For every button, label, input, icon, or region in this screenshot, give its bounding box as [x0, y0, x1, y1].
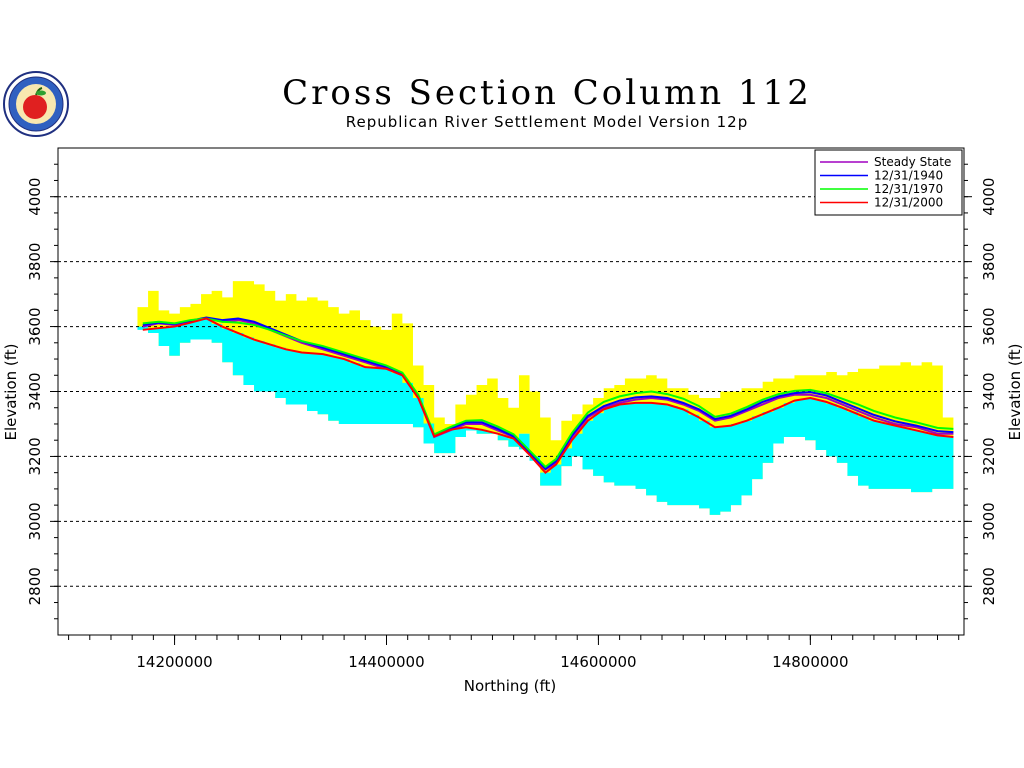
legend-label: 12/31/1940 — [874, 169, 943, 183]
series-line — [142, 316, 954, 471]
gridlines — [58, 196, 964, 587]
apple-icon — [23, 95, 47, 119]
y-tick-label-left: 3200 — [26, 437, 44, 475]
y-tick-label-right: 2800 — [980, 567, 998, 605]
y-tick-label-right: 3800 — [980, 243, 998, 281]
x-axis-label: Northing (ft) — [464, 677, 557, 695]
y-axis-label-right: Elevation (ft) — [1006, 343, 1024, 440]
agency-seal-logo — [3, 71, 69, 137]
y-tick-label-right: 3600 — [980, 307, 998, 345]
y-tick-label-left: 3600 — [26, 307, 44, 345]
x-tick-label: 14400000 — [348, 653, 424, 671]
x-tick-label: 14800000 — [772, 653, 848, 671]
legend-label: Steady State — [874, 155, 951, 169]
series-line — [142, 317, 954, 469]
y-tick-label-right: 3400 — [980, 372, 998, 410]
y-axis-label-left: Elevation (ft) — [2, 343, 20, 440]
y-tick-label-left: 3000 — [26, 502, 44, 540]
y-tick-label-left: 3400 — [26, 372, 44, 410]
series-line — [142, 317, 954, 475]
saturated-thickness-area — [137, 318, 954, 515]
axes: 14200000 14400000 14600000 14800000 2800 2800… — [26, 163, 998, 671]
legend: Steady State12/31/194012/31/197012/31/20… — [814, 149, 963, 216]
series-lines — [142, 316, 954, 475]
y-tick-label-left: 4000 — [26, 178, 44, 216]
legend-label: 12/31/2000 — [874, 196, 943, 210]
y-tick-label-left: 3800 — [26, 243, 44, 281]
x-tick-label: 14600000 — [560, 653, 636, 671]
y-tick-label-right: 3200 — [980, 437, 998, 475]
x-tick-label: 14200000 — [136, 653, 212, 671]
y-tick-label-right: 4000 — [980, 178, 998, 216]
y-tick-label-right: 3000 — [980, 502, 998, 540]
chart-subtitle: Republican River Settlement Model Versio… — [346, 113, 748, 131]
legend-label: 12/31/1970 — [874, 182, 943, 196]
chart-title: Cross Section Column 112 — [282, 73, 812, 113]
y-tick-label-left: 2800 — [26, 567, 44, 605]
